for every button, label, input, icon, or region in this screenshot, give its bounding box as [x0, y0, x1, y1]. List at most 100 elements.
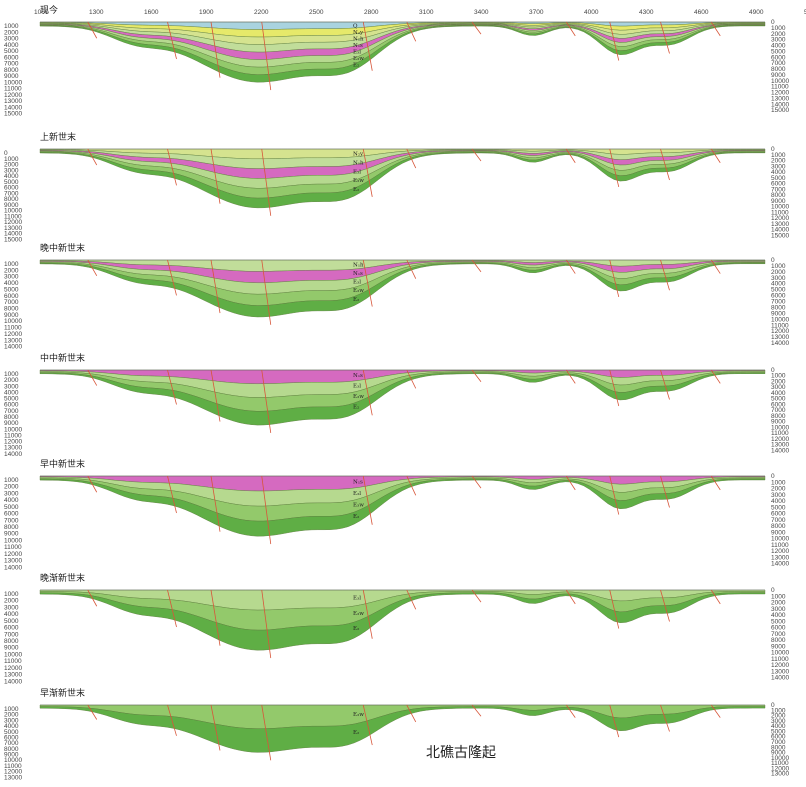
right-depth-tick: 6000: [771, 181, 786, 188]
right-depth-tick: 10000: [771, 536, 789, 543]
fault-line: [362, 369, 373, 416]
right-depth-tick: 1000: [771, 593, 786, 600]
left-depth-tick: 1000: [4, 706, 19, 713]
right-depth-tick: 7000: [771, 517, 786, 524]
left-depth-tick: 8000: [4, 746, 19, 753]
layer-label: E₃w: [353, 394, 364, 400]
fault-line: [609, 475, 620, 515]
right-depth-tick: 8000: [771, 744, 786, 751]
right-depth-tick: 13000: [771, 554, 789, 561]
right-depth-tick: 9000: [771, 72, 786, 79]
left-depth-tick: 10000: [4, 208, 22, 215]
layer-label: E₃w: [353, 712, 364, 718]
fault-line: [167, 21, 177, 60]
layer-label: E₃w: [353, 178, 364, 184]
section-panel: 晚渐新世末10002000300040005000600070008000900…: [4, 572, 789, 685]
left-depth-tick: 5000: [4, 618, 19, 625]
top-axis-tick: 3700: [529, 9, 544, 16]
left-depth-tick: 14000: [4, 344, 22, 351]
fault-line: [609, 704, 620, 738]
right-depth-tick: 10000: [771, 204, 789, 211]
right-depth-tick: 10000: [771, 650, 789, 657]
fault-line: [565, 589, 576, 605]
right-depth-tick: 12000: [771, 548, 789, 555]
left-depth-tick: 7000: [4, 517, 19, 524]
left-depth-tick: 14000: [4, 231, 22, 238]
left-depth-tick: 0: [4, 150, 8, 157]
fault-line: [167, 259, 177, 296]
fault-line: [406, 589, 417, 610]
fault-line: [406, 475, 417, 496]
left-depth-tick: 8000: [4, 414, 19, 421]
right-depth-tick: 15000: [771, 107, 789, 114]
layer-label: E₃l: [353, 280, 361, 286]
left-depth-tick: 1000: [4, 591, 19, 598]
left-depth-tick: 6000: [4, 402, 19, 409]
left-depth-tick: 2000: [4, 598, 19, 605]
layer-label: E₂: [353, 730, 359, 736]
fault-line: [261, 148, 272, 216]
fault-line: [261, 589, 272, 659]
right-depth-tick: 12000: [771, 765, 789, 772]
left-depth-tick: 6000: [4, 511, 19, 518]
layer-label: Q: [353, 23, 358, 29]
strata-layer: [39, 262, 766, 318]
layer-label: E₃w: [353, 611, 364, 617]
left-depth-tick: 5000: [4, 729, 19, 736]
fault-line: [362, 259, 373, 307]
right-depth-tick: 1000: [771, 707, 786, 714]
panel-title: 晚渐新世末: [40, 572, 85, 584]
left-depth-tick: 13000: [4, 225, 22, 232]
fault-line: [471, 369, 482, 383]
fault-line: [210, 369, 221, 422]
left-depth-tick: 7000: [4, 299, 19, 306]
left-depth-tick: 1000: [4, 477, 19, 484]
layer-label: N₁s: [353, 480, 363, 486]
right-depth-tick: 12000: [771, 215, 789, 222]
fault-line: [87, 259, 98, 277]
right-depth-tick: 5000: [771, 175, 786, 182]
right-depth-tick: 3000: [771, 492, 786, 499]
layer-label: E₂: [353, 297, 359, 303]
fault-line: [471, 21, 482, 35]
fault-line: [87, 589, 98, 607]
right-depth-tick: 5000: [771, 287, 786, 294]
beijiao-uplift-label: 北礁古隆起: [426, 745, 496, 761]
panel-title: 上新世末: [40, 131, 76, 143]
layer-label: E₃l: [353, 169, 361, 175]
left-depth-tick: 7000: [4, 190, 19, 197]
left-depth-tick: 1000: [4, 261, 19, 268]
left-depth-tick: 8000: [4, 196, 19, 203]
fault-line: [471, 148, 482, 162]
top-axis-tick: 5200: [804, 9, 806, 16]
fault-line: [710, 369, 721, 384]
left-depth-tick: 2000: [4, 484, 19, 491]
left-depth-tick: 11000: [4, 763, 22, 770]
left-depth-tick: 15000: [4, 111, 22, 118]
right-depth-tick: 2000: [771, 486, 786, 493]
right-depth-tick: 12000: [771, 662, 789, 669]
left-depth-tick: 12000: [4, 665, 22, 672]
fault-line: [406, 369, 417, 389]
top-axis-tick: 2800: [364, 9, 379, 16]
top-axis-tick: 2500: [309, 9, 324, 16]
left-depth-tick: 13000: [4, 672, 22, 679]
right-depth-tick: 12000: [771, 436, 789, 443]
section-panel: 早中新世末10002000300040005000600070008000900…: [4, 458, 789, 571]
fault-line: [210, 21, 221, 78]
right-depth-tick: 0: [771, 257, 775, 264]
left-depth-tick: 14000: [4, 564, 22, 571]
top-axis-tick: 3100: [419, 9, 434, 16]
right-depth-tick: 9000: [771, 310, 786, 317]
fault-line: [362, 704, 373, 746]
right-depth-tick: 6000: [771, 734, 786, 741]
right-depth-tick: 5000: [771, 48, 786, 55]
left-depth-tick: 4000: [4, 389, 19, 396]
strata-layer: [39, 478, 766, 537]
right-depth-tick: 11000: [771, 656, 789, 663]
left-depth-tick: 2000: [4, 377, 19, 384]
left-depth-tick: 7000: [4, 631, 19, 638]
panel-title: 早中新世末: [40, 458, 85, 470]
right-depth-tick: 9000: [771, 419, 786, 426]
